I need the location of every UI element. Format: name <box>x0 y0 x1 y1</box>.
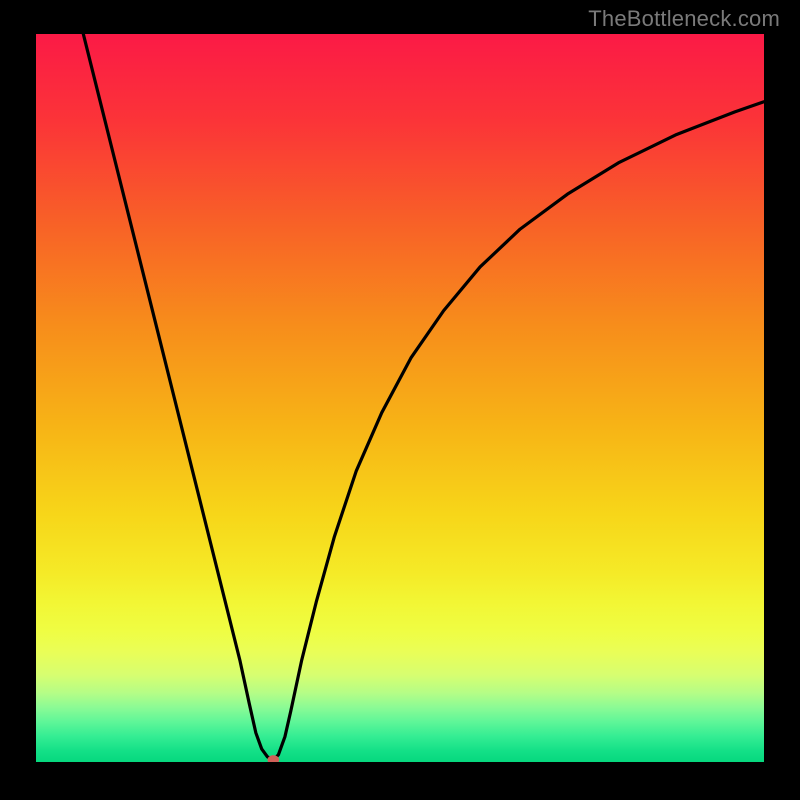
chart-frame: TheBottleneck.com <box>0 0 800 800</box>
plot-svg <box>36 34 764 762</box>
plot-background <box>36 34 764 762</box>
watermark-text: TheBottleneck.com <box>588 6 780 32</box>
